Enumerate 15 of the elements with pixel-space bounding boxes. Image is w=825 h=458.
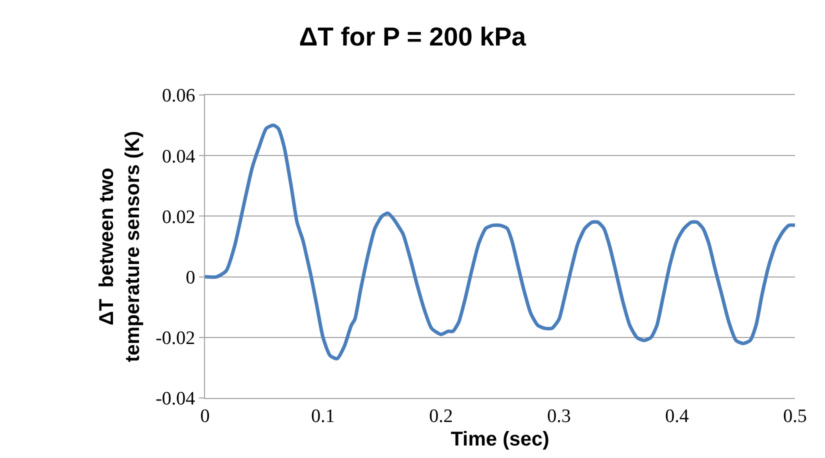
- x-tick-label: 0.1: [311, 406, 335, 427]
- chart-title: ΔT for P = 200 kPa: [298, 22, 527, 52]
- y-tick-label: -0.04: [156, 388, 196, 410]
- x-tick-label: 0: [200, 406, 210, 427]
- y-tick-label: 0.02: [162, 206, 196, 228]
- x-tick-label: 0.3: [547, 406, 571, 427]
- x-axis-title: Time (sec): [450, 428, 550, 450]
- y-axis-title: ΔT between two temperature sensors (K): [96, 130, 144, 362]
- y-tick-label: 0: [186, 267, 196, 288]
- x-tick-label: 0.4: [665, 406, 690, 427]
- x-tick-label: 0.5: [783, 406, 807, 427]
- y-tick-label: -0.02: [156, 328, 196, 350]
- x-tick-label: 0.2: [429, 406, 453, 427]
- y-tick-label: 0.06: [162, 86, 196, 107]
- y-tick-label: 0.04: [162, 146, 196, 168]
